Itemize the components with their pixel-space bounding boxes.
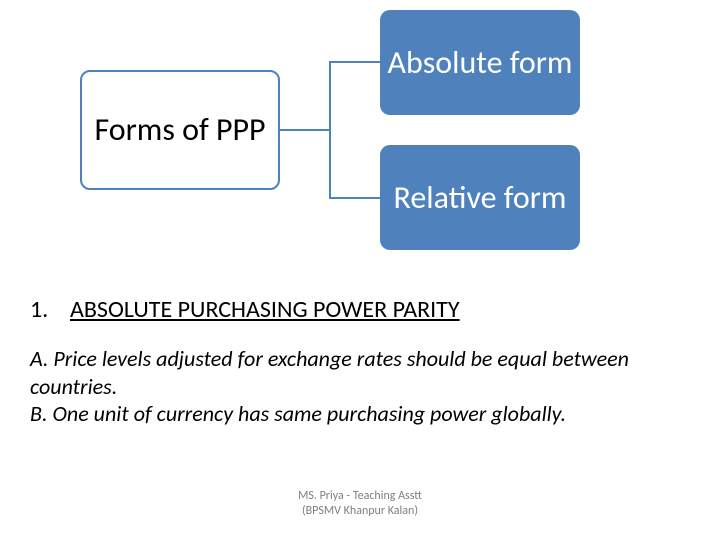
body-text: A. Price levels adjusted for exchange ra… (30, 345, 690, 428)
body-line-b: B. One unit of currency has same purchas… (30, 400, 690, 428)
child-node-absolute-label: Absolute form (388, 45, 573, 80)
child-node-absolute: Absolute form (380, 10, 580, 115)
root-node-label: Forms of PPP (94, 112, 265, 147)
footer-line-2: (BPSMV Khanpur Kalan) (0, 504, 720, 518)
child-node-relative-label: Relative form (394, 180, 567, 215)
child-node-relative: Relative form (380, 145, 580, 250)
heading-number: 1. (30, 295, 48, 324)
section-heading: 1. ABSOLUTE PURCHASING POWER PARITY (30, 295, 690, 324)
tree-diagram: Forms of PPP Absolute form Relative form (80, 10, 640, 270)
heading-title: ABSOLUTE PURCHASING POWER PARITY (70, 295, 460, 324)
body-line-a: A. Price levels adjusted for exchange ra… (30, 345, 690, 400)
footer-line-1: MS. Priya - Teaching Asstt (0, 489, 720, 503)
footer: MS. Priya - Teaching Asstt (BPSMV Khanpu… (0, 489, 720, 518)
slide: Forms of PPP Absolute form Relative form… (0, 0, 720, 540)
root-node: Forms of PPP (80, 70, 280, 190)
